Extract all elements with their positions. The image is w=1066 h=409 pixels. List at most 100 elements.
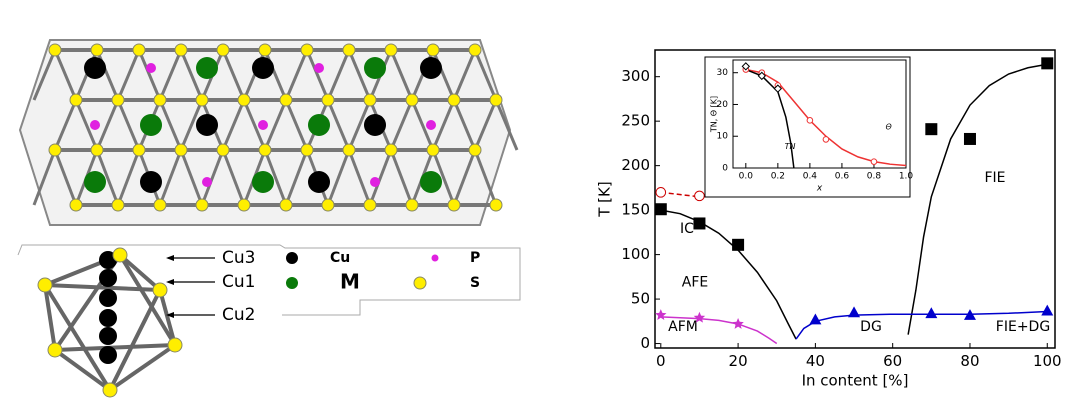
sulfur-atom [196,94,208,106]
copper-atom [99,289,117,307]
marker [656,188,666,198]
x-tick-label: 100 [1033,352,1062,370]
sulfur-atom [217,144,229,156]
sulfur-atom [38,278,52,292]
marker [1041,305,1053,316]
sulfur-atom [48,343,62,357]
metal-atom [202,177,212,187]
y-tick-label: 300 [621,67,650,85]
metal-atom [140,114,162,136]
x-tick-label: 80 [960,352,979,370]
sulfur-atom [175,44,187,56]
site-label: Cu3 [222,248,255,268]
sulfur-atom [427,44,439,56]
sulfur-atom [112,94,124,106]
marker [695,191,705,201]
copper-atom [99,327,117,345]
metal-atom [314,63,324,73]
annotation: AFM [668,319,698,335]
marker [848,306,860,317]
x-tick-label: 0.0 [739,172,754,182]
sulfur-atom [70,199,82,211]
metal-atom [196,114,218,136]
x-tick-label: 0.6 [835,172,850,182]
x-tick-label: 0.4 [803,172,818,182]
legend-label: S [470,275,480,291]
curve [661,192,700,196]
sulfur-atom [469,144,481,156]
y-tick-label: 30 [717,68,729,78]
sulfur-atom [280,199,292,211]
marker [693,217,705,229]
x-tick-label: 0 [656,352,666,370]
arrow-head [166,279,174,285]
sulfur-atom [259,144,271,156]
annotation: FIE [984,170,1005,186]
metal-atom [84,171,106,193]
marker [807,118,813,124]
y-tick-label: 0 [722,164,728,174]
figure: Cu3Cu1Cu2CuPMS 0204060801000501001502002… [0,0,1066,405]
annotation: Θ [886,122,893,131]
legend-dot [286,277,298,289]
copper-atom [99,309,117,327]
copper-atom [99,346,117,364]
y-tick-label: 100 [621,245,650,263]
marker [925,123,937,135]
sulfur-atom [175,144,187,156]
marker [925,307,937,318]
sulfur-atom [280,94,292,106]
sulfur-atom [490,199,502,211]
sulfur-atom [217,44,229,56]
sulfur-atom [364,94,376,106]
sulfur-atom [238,94,250,106]
marker [732,318,743,329]
x-axis-label: In content [%] [802,372,909,390]
sulfur-atom [49,44,61,56]
annotation: IC [680,221,694,237]
site-label: Cu2 [222,305,255,325]
legend-dot [286,252,298,264]
y-axis-label: TN, Θ [K] [710,96,719,133]
bond [45,285,160,290]
legend-label: P [470,250,480,266]
sulfur-atom [448,94,460,106]
metal-atom [364,57,386,79]
legend-label: M [340,270,360,294]
y-axis-label: T [K] [596,181,614,217]
curve [908,64,1047,334]
marker [732,239,744,251]
sulfur-atom [385,44,397,56]
sulfur-atom [385,144,397,156]
metal-atom [426,120,436,130]
metal-atom [258,120,268,130]
metal-atom [252,57,274,79]
sulfur-atom [322,199,334,211]
copper-atom [99,269,117,287]
sulfur-atom [238,199,250,211]
y-tick-label: 200 [621,156,650,174]
annotation: DG [860,319,882,335]
site-label: Cu1 [222,272,255,292]
sulfur-atom [154,94,166,106]
y-tick-label: 150 [621,201,650,219]
sulfur-atom [154,199,166,211]
arrow-head [166,255,174,261]
sulfur-atom [112,199,124,211]
sulfur-atom [153,283,167,297]
annotation: FIE+DG [996,319,1050,335]
sulfur-atom [406,94,418,106]
metal-atom [364,114,386,136]
sulfur-atom [406,199,418,211]
legend-dot [414,277,426,289]
metal-atom [420,171,442,193]
x-tick-label: 0.8 [867,172,882,182]
x-tick-label: 20 [729,352,748,370]
sulfur-atom [91,44,103,56]
x-tick-label: 0.2 [771,172,785,182]
sulfur-atom [343,44,355,56]
sulfur-atom [259,44,271,56]
metal-atom [196,57,218,79]
bond [120,255,175,345]
sulfur-atom [49,144,61,156]
